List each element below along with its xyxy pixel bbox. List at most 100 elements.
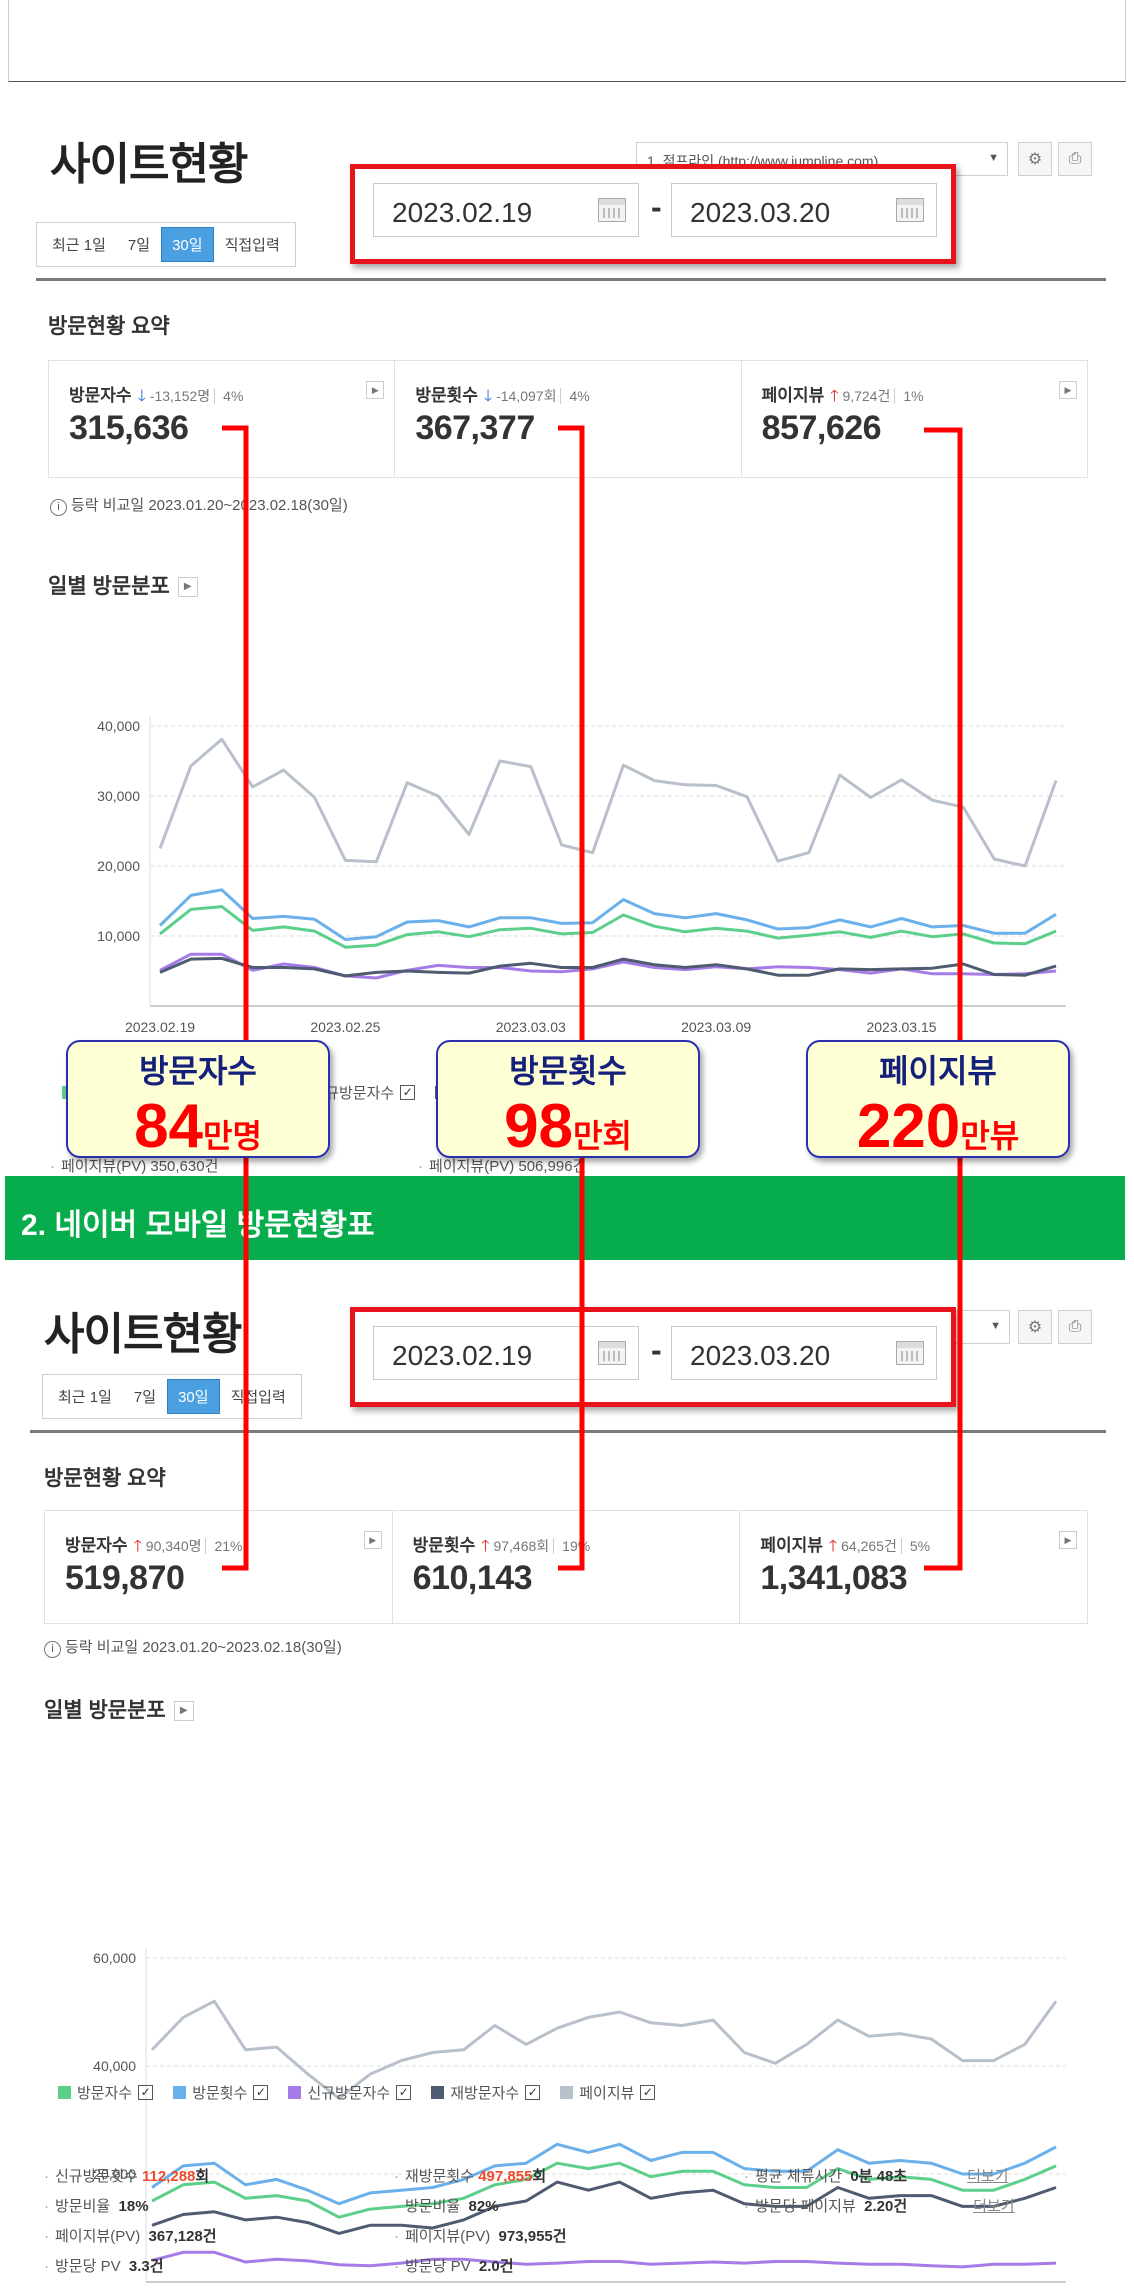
more-arrow-button[interactable]: ▶ [366,381,385,399]
site-select[interactable]: ▼ [950,1310,1010,1344]
start-date-input[interactable]: 2023.02.19 [373,183,639,237]
stat-label: 페이지뷰(PV) [405,2228,491,2245]
summary-card-visits: 방문횟수 🡓 -14,097회 4% 367,377 [395,361,742,477]
more-link[interactable]: 더보기 [973,2198,1015,2215]
callout-visits: 방문횟수 98만회 [436,1040,700,1161]
tab-custom[interactable]: 직접입력 [219,1379,297,1414]
stat-label: 평균 체류시간 [755,2168,842,2185]
card-label: 페이지뷰 [761,386,825,405]
settings-button[interactable]: ⚙ [1018,142,1052,176]
callout-title: 방문횟수 [509,1053,627,1089]
legend-label: 페이지뷰 [579,2085,635,2102]
legend-checkbox[interactable]: ✓ [396,2085,412,2100]
stat-column-engagement: · 평균 체류시간 0분 48초 더보기 · 방문당 페이지뷰 2.20건 더보기 [744,2168,1015,2215]
calendar-icon[interactable] [598,198,626,222]
card-pct: 5% [900,1538,931,1554]
card-delta: 64,265건 [841,1538,897,1554]
summary-card-visitors: 방문자수 🡑 90,340명 21% 519,870 ▶ [45,1511,393,1623]
stat-label: 방문비율 [55,2198,111,2215]
x-tick-label: 2023.03.15 [866,1019,936,1035]
y-tick-label: 20,000 [97,858,140,874]
visit-stats: · 신규방문횟수 112,288회 · 방문비율 18% · 페이지뷰(PV) 367… [44,2162,1094,2282]
legend-item[interactable]: 방문횟수 ✓ [173,2082,269,2103]
daily-visit-chart: 10,000 20,000 30,000 40,000 2023.02.19 2023.0… [97,716,1066,1035]
start-date-input[interactable]: 2023.02.19 [373,1326,639,1380]
play-arrow-icon[interactable]: ▶ [177,577,198,598]
chart-title: 일별 방문분포 ▶ [48,570,198,600]
stat-value: 0분 48초 [850,2168,908,2185]
stat-value: 367,128건 [148,2228,217,2245]
tab-30days[interactable]: 30일 [167,1379,220,1414]
compare-text: 등락 비교일 2023.01.20~2023.02.18(30일) [65,1639,342,1656]
calendar-icon[interactable] [896,198,924,222]
stat-row-partial: · 페이지뷰(PV) 506,996건 [418,1158,587,1175]
series-line [158,888,1057,941]
date-range-highlight: 2023.02.19 - 2023.03.20 [350,164,956,264]
callout-title: 방문자수 [139,1053,257,1089]
y-tick-label: 20,000 [93,2166,136,2182]
legend-checkbox[interactable]: ✓ [640,2085,656,2100]
tab-7days[interactable]: 7일 [116,227,162,262]
tab-recent-1day[interactable]: 최근 1일 [41,227,117,262]
card-pct: 4% [560,388,590,404]
tab-7days[interactable]: 7일 [122,1379,168,1414]
x-tick-label: 2023.03.09 [681,1019,751,1035]
stat-text: 페이지뷰(PV) 506,996건 [429,1158,587,1175]
end-date-input[interactable]: 2023.03.20 [671,183,937,237]
calendar-icon[interactable] [896,1341,924,1365]
series-line [151,2180,1057,2235]
start-date-value: 2023.02.19 [392,197,533,228]
printer-icon: ⎙ [1068,150,1082,167]
stat-value: 18% [118,2198,149,2215]
compare-period: i 등락 비교일 2023.01.20~2023.02.18(30일) [50,494,348,516]
print-button[interactable]: ⎙ [1058,1310,1092,1344]
more-arrow-button[interactable]: ▶ [1059,1531,1078,1549]
card-delta: -14,097회 [496,388,557,404]
more-arrow-button[interactable]: ▶ [363,1531,382,1549]
date-separator: - [651,189,662,225]
more-arrow-button[interactable]: ▶ [1058,381,1077,399]
legend-item[interactable]: 재방문자수 ✓ [431,2082,541,2103]
summary-card-pageviews: 페이지뷰 🡑 64,265건 5% 1,341,083 ▶ [740,1511,1087,1623]
compare-text: 등락 비교일 2023.01.20~2023.02.18(30일) [71,497,348,514]
legend-checkbox[interactable]: ✓ [138,2085,154,2100]
tab-recent-1day[interactable]: 최근 1일 [47,1379,123,1414]
callout-number: 84 [134,1092,204,1161]
y-tick-label: 10,000 [97,928,140,944]
legend-checkbox[interactable]: ✓ [253,2085,269,2100]
chart-legend: 방문자수 ✓ 방문횟수 ✓ 신규방문자수 ✓ 재방문자수 ✓ 페이지뷰 ✓ [58,2082,675,2103]
arrow-up-icon: 🡑 [828,1538,838,1555]
card-value: 610,143 [412,1559,533,1597]
play-arrow-icon[interactable]: ▶ [173,1701,194,1722]
stat-unit: 회 [195,2168,210,2185]
series-line [158,737,1058,868]
period-tabs: 최근 1일 7일 30일 직접입력 [36,222,296,267]
tab-custom[interactable]: 직접입력 [213,227,291,262]
series-line [151,2250,1057,2269]
card-pct: 19% [553,1538,591,1554]
card-label: 방문횟수 [412,1536,476,1555]
more-link[interactable]: 더보기 [967,2168,1009,2185]
legend-label: 방문횟수 [192,2085,248,2102]
info-icon: i [50,499,67,516]
legend-checkbox[interactable]: ✓ [525,2085,541,2100]
tab-30days[interactable]: 30일 [161,227,214,262]
page-title: 사이트현황 [44,1310,242,1359]
print-button[interactable]: ⎙ [1058,142,1092,176]
chevron-down-icon: ▼ [990,1320,1001,1332]
card-value: 315,636 [69,409,189,447]
legend-checkbox[interactable]: ✓ [400,1085,416,1100]
legend-item[interactable]: 방문자수 ✓ [58,2082,154,2103]
stat-label: 신규방문횟수 [55,2168,138,2185]
arrow-up-icon: 🡑 [133,1538,142,1555]
section-banner: 2. 네이버 모바일 방문현황표 [5,1176,1125,1260]
card-label: 방문자수 [69,386,132,405]
legend-item[interactable]: 신규방문자수 ✓ [288,2082,412,2103]
chevron-down-icon: ▼ [988,152,999,164]
y-tick-label: 40,000 [93,2058,136,2074]
settings-button[interactable]: ⚙ [1018,1310,1052,1344]
end-date-input[interactable]: 2023.03.20 [671,1326,937,1380]
series-line [151,2161,1057,2219]
legend-item[interactable]: 페이지뷰 ✓ [560,2082,656,2103]
calendar-icon[interactable] [598,1341,626,1365]
